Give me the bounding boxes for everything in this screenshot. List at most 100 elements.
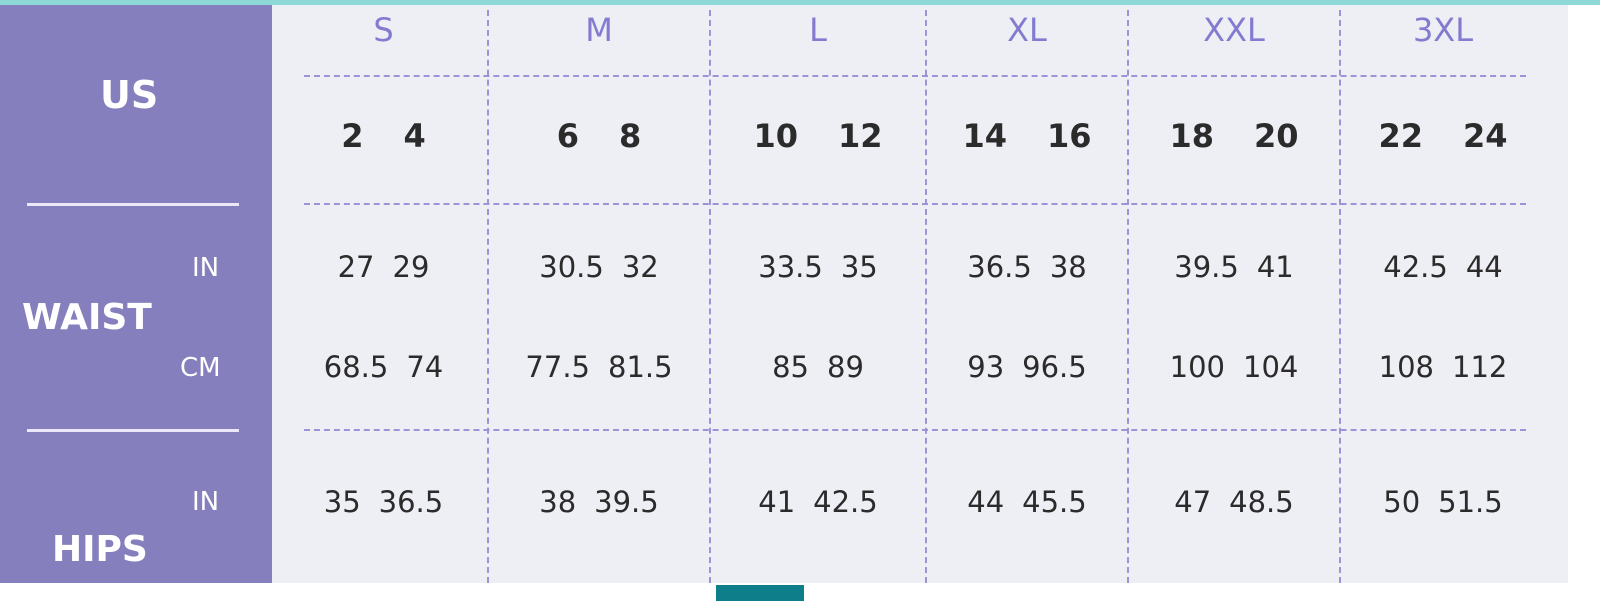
divider <box>1127 10 1129 583</box>
value: 36.5 <box>378 485 444 519</box>
row-header-panel: US IN WAIST CM IN HIPS <box>0 5 272 583</box>
waist-cm-values: 108 112 <box>1341 350 1545 384</box>
value: 6 <box>556 117 579 155</box>
value: 35 <box>323 485 361 519</box>
waist-cm-values: 93 96.5 <box>927 350 1127 384</box>
value: 96.5 <box>1022 350 1087 384</box>
waist-in-values: 39.5 41 <box>1129 250 1339 284</box>
us-values: 14 16 <box>927 117 1127 155</box>
divider <box>27 429 239 432</box>
value: 108 <box>1378 350 1434 384</box>
value: 20 <box>1254 117 1299 155</box>
waist-cm-values: 68.5 74 <box>280 350 487 384</box>
value: 22 <box>1378 117 1423 155</box>
divider <box>27 203 239 206</box>
us-values: 22 24 <box>1341 117 1545 155</box>
value: 12 <box>838 117 883 155</box>
value: 35 <box>840 250 878 284</box>
waist-label: WAIST <box>22 297 152 338</box>
size-column-xxl: XXL 18 20 39.5 41 100 104 47 48.5 <box>1129 5 1339 583</box>
value: 93 <box>967 350 1005 384</box>
value: 14 <box>962 117 1007 155</box>
value: 100 <box>1169 350 1225 384</box>
top-accent-bar <box>0 0 1600 5</box>
divider <box>304 75 1526 77</box>
value: 68.5 <box>323 350 389 384</box>
waist-in-unit: IN <box>192 253 220 283</box>
value: 39.5 <box>1174 250 1239 284</box>
value: 85 <box>772 350 809 384</box>
hips-in-values: 38 39.5 <box>489 485 709 519</box>
value: 77.5 <box>525 350 590 384</box>
divider <box>925 10 927 583</box>
value: 8 <box>619 117 642 155</box>
waist-cm-values: 85 89 <box>711 350 925 384</box>
size-label: XL <box>1007 11 1047 49</box>
value: 39.5 <box>594 485 659 519</box>
divider <box>304 429 1526 431</box>
us-label: US <box>100 73 159 117</box>
value: 89 <box>827 350 864 384</box>
hips-label: HIPS <box>52 529 148 570</box>
value: 42.5 <box>813 485 878 519</box>
size-label: S <box>373 11 394 49</box>
hips-in-values: 35 36.5 <box>280 485 487 519</box>
us-values: 18 20 <box>1129 117 1339 155</box>
waist-cm-values: 100 104 <box>1129 350 1339 384</box>
size-column-3xl: 3XL 22 24 42.5 44 108 112 50 51.5 <box>1341 5 1545 583</box>
value: 112 <box>1452 350 1508 384</box>
value: 27 <box>337 250 375 284</box>
value: 30.5 <box>539 250 604 284</box>
waist-in-values: 42.5 44 <box>1341 250 1545 284</box>
divider <box>487 10 489 583</box>
bottom-tab-indicator <box>716 585 804 601</box>
value: 44 <box>1465 250 1503 284</box>
value: 38 <box>539 485 577 519</box>
value: 104 <box>1243 350 1299 384</box>
waist-in-values: 30.5 32 <box>489 250 709 284</box>
size-label: 3XL <box>1412 11 1474 49</box>
value: 16 <box>1047 117 1092 155</box>
waist-in-values: 27 29 <box>280 250 487 284</box>
waist-in-values: 36.5 38 <box>927 250 1127 284</box>
value: 36.5 <box>967 250 1032 284</box>
value: 44 <box>967 485 1005 519</box>
value: 33.5 <box>758 250 823 284</box>
value: 2 <box>341 117 364 155</box>
value: 81.5 <box>608 350 673 384</box>
value: 38 <box>1049 250 1087 284</box>
value: 48.5 <box>1229 485 1294 519</box>
divider <box>1339 10 1341 583</box>
value: 45.5 <box>1022 485 1087 519</box>
size-column-l: L 10 12 33.5 35 85 89 41 42.5 <box>711 5 925 583</box>
value: 41 <box>758 485 796 519</box>
value: 47 <box>1174 485 1212 519</box>
value: 18 <box>1169 117 1214 155</box>
hips-in-values: 41 42.5 <box>711 485 925 519</box>
hips-in-values: 44 45.5 <box>927 485 1127 519</box>
value: 10 <box>753 117 798 155</box>
hips-in-values: 50 51.5 <box>1341 485 1545 519</box>
value: 74 <box>406 350 444 384</box>
size-label: L <box>809 11 827 49</box>
divider <box>304 203 1526 205</box>
size-column-m: M 6 8 30.5 32 77.5 81.5 38 39.5 <box>489 5 709 583</box>
value: 32 <box>621 250 659 284</box>
value: 51.5 <box>1438 485 1503 519</box>
size-label: XXL <box>1203 11 1265 49</box>
divider <box>709 10 711 583</box>
size-column-s: S 2 4 27 29 68.5 74 35 36.5 <box>280 5 487 583</box>
value: 24 <box>1463 117 1508 155</box>
size-label: M <box>585 11 613 49</box>
waist-in-values: 33.5 35 <box>711 250 925 284</box>
value: 42.5 <box>1383 250 1448 284</box>
value: 29 <box>392 250 430 284</box>
waist-cm-values: 77.5 81.5 <box>489 350 709 384</box>
size-column-xl: XL 14 16 36.5 38 93 96.5 44 45.5 <box>927 5 1127 583</box>
hips-in-values: 47 48.5 <box>1129 485 1339 519</box>
size-chart: US IN WAIST CM IN HIPS S 2 4 27 29 68.5 74 35 36… <box>0 5 1568 583</box>
waist-cm-unit: CM <box>180 353 221 383</box>
value: 50 <box>1383 485 1421 519</box>
